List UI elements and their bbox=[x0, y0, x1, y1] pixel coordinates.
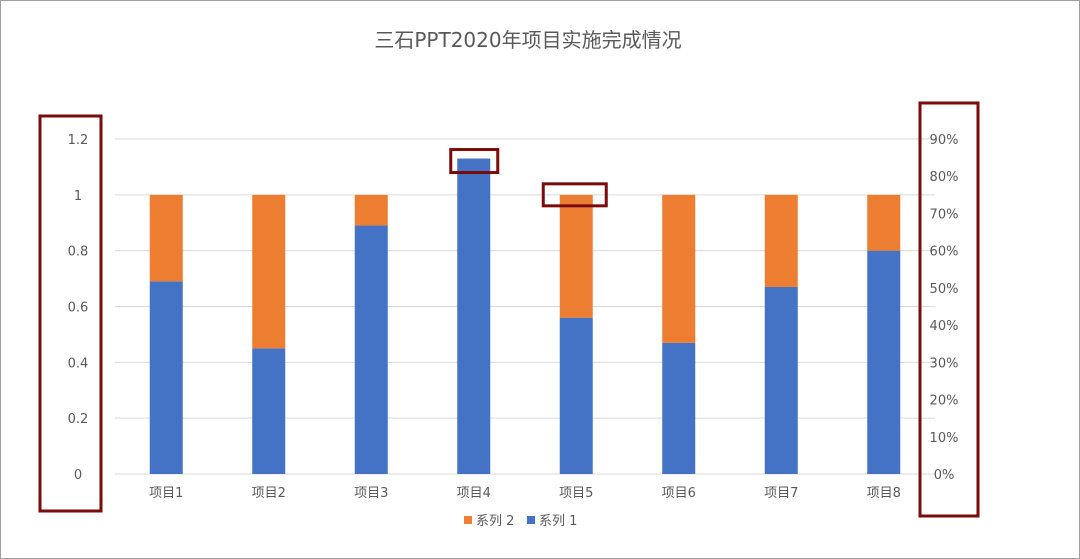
bar-segment bbox=[354, 194, 388, 226]
bar-segment bbox=[559, 317, 593, 474]
x-tick-label: 项目3 bbox=[354, 486, 388, 501]
chart-title: 三石PPT2020年项目实施完成情况 bbox=[374, 28, 681, 52]
y-tick-label: 1.2 bbox=[68, 133, 89, 148]
y-tick-label: 0 bbox=[74, 468, 82, 483]
legend-label: 系列 1 bbox=[539, 514, 577, 529]
x-tick-label: 项目6 bbox=[662, 486, 696, 501]
y2-tick-label: 0% bbox=[934, 468, 955, 483]
x-tick-label: 项目5 bbox=[559, 486, 593, 501]
x-tick-label: 项目1 bbox=[149, 486, 183, 501]
x-tick-label: 项目8 bbox=[867, 486, 901, 501]
y-tick-label: 0.8 bbox=[68, 245, 89, 260]
highlight-box-left-axis bbox=[38, 114, 103, 513]
y-axis-left: 0 0.2 0.4 0.6 0.8 1 1.2 bbox=[68, 133, 89, 483]
bar-segment bbox=[252, 348, 286, 474]
highlight-boxes bbox=[38, 101, 980, 518]
y2-tick-label: 10% bbox=[930, 431, 959, 446]
legend-label: 系列 2 bbox=[476, 514, 514, 529]
gridlines bbox=[115, 138, 935, 475]
y2-tick-label: 60% bbox=[930, 245, 959, 260]
x-tick-label: 项目7 bbox=[764, 486, 798, 501]
bar-segment bbox=[149, 281, 183, 474]
legend-swatch bbox=[464, 516, 472, 524]
y-tick-label: 0.6 bbox=[68, 301, 89, 316]
bar-segment bbox=[149, 194, 183, 282]
y2-tick-label: 50% bbox=[930, 282, 959, 297]
x-tick-label: 项目2 bbox=[252, 486, 286, 501]
y2-tick-label: 90% bbox=[930, 133, 959, 148]
legend-swatch bbox=[527, 516, 535, 524]
bar-segment bbox=[764, 286, 798, 474]
bar-segment bbox=[867, 250, 901, 474]
bar-segment bbox=[559, 194, 593, 318]
y-axis-right: 0% 10% 20% 30% 40% 50% 60% 70% 80% 90% bbox=[930, 133, 959, 483]
y2-tick-label: 40% bbox=[930, 319, 959, 334]
bar-segment bbox=[764, 194, 798, 287]
bars bbox=[149, 158, 901, 474]
y2-tick-label: 20% bbox=[930, 394, 959, 409]
y-tick-label: 1 bbox=[74, 189, 82, 204]
highlight-box-project4-top bbox=[449, 148, 500, 175]
highlight-box-right-axis bbox=[918, 101, 980, 518]
legend: 系列 2 系列 1 bbox=[464, 514, 577, 529]
bar-segment bbox=[457, 158, 491, 474]
x-tick-label: 项目4 bbox=[457, 486, 491, 501]
y-tick-label: 0.4 bbox=[68, 356, 89, 371]
y2-tick-label: 70% bbox=[930, 207, 959, 222]
x-axis: 项目1 项目2 项目3 项目4 项目5 项目6 项目7 项目8 bbox=[149, 486, 901, 501]
bar-segment bbox=[662, 342, 696, 474]
bar-segment bbox=[662, 194, 696, 343]
y2-tick-label: 80% bbox=[930, 170, 959, 185]
highlight-box-project5-top bbox=[541, 182, 608, 208]
bar-segment bbox=[252, 194, 286, 349]
y-tick-label: 0.2 bbox=[68, 412, 89, 427]
bar-segment bbox=[867, 194, 901, 251]
bar-segment bbox=[354, 225, 388, 474]
y2-tick-label: 30% bbox=[930, 356, 959, 371]
